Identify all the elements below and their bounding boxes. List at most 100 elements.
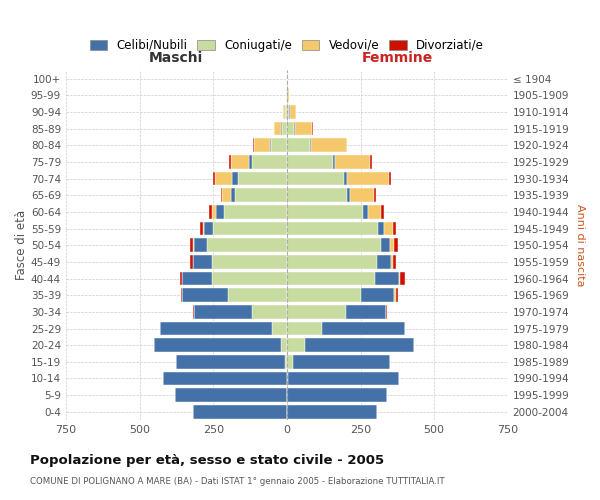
Bar <box>368 205 381 218</box>
Bar <box>287 122 294 136</box>
Bar <box>176 355 286 368</box>
Bar <box>221 188 222 202</box>
Text: Popolazione per età, sesso e stato civile - 2005: Popolazione per età, sesso e stato civil… <box>30 454 384 467</box>
Bar <box>212 255 287 268</box>
Bar <box>287 155 332 169</box>
Bar <box>384 222 393 235</box>
Bar <box>281 122 287 136</box>
Bar <box>231 188 235 202</box>
Bar <box>231 155 248 169</box>
Bar <box>310 138 311 152</box>
Bar <box>287 138 310 152</box>
Bar <box>212 205 216 218</box>
Bar <box>286 105 287 119</box>
Bar <box>182 272 212 285</box>
Bar <box>200 222 203 235</box>
Bar <box>287 288 361 302</box>
Bar <box>203 222 205 235</box>
Bar <box>287 205 364 218</box>
Bar <box>235 188 287 202</box>
Bar <box>228 288 287 302</box>
Bar <box>287 222 378 235</box>
Bar <box>251 305 287 318</box>
Bar <box>393 222 397 235</box>
Bar <box>281 338 287 352</box>
Bar <box>311 138 347 152</box>
Bar <box>193 238 194 252</box>
Bar <box>205 222 213 235</box>
Bar <box>377 255 391 268</box>
Bar <box>287 372 289 386</box>
Bar <box>391 255 393 268</box>
Bar <box>289 372 399 386</box>
Bar <box>238 172 287 186</box>
Bar <box>182 288 228 302</box>
Bar <box>248 155 251 169</box>
Bar <box>194 305 251 318</box>
Bar <box>193 405 287 418</box>
Bar <box>287 238 381 252</box>
Bar <box>180 272 182 285</box>
Bar <box>213 222 287 235</box>
Bar <box>287 105 289 119</box>
Bar <box>212 272 287 285</box>
Bar <box>229 155 231 169</box>
Bar <box>163 372 287 386</box>
Bar <box>347 172 389 186</box>
Bar <box>190 238 193 252</box>
Bar <box>394 288 396 302</box>
Bar <box>400 272 405 285</box>
Bar <box>154 338 281 352</box>
Bar <box>222 188 231 202</box>
Bar <box>344 172 347 186</box>
Bar <box>290 105 296 119</box>
Bar <box>332 155 335 169</box>
Text: Femmine: Femmine <box>362 52 433 66</box>
Bar <box>386 305 387 318</box>
Bar <box>375 272 399 285</box>
Bar <box>287 322 322 336</box>
Bar <box>393 255 397 268</box>
Bar <box>394 238 398 252</box>
Bar <box>287 255 377 268</box>
Bar <box>370 155 372 169</box>
Bar <box>181 288 182 302</box>
Y-axis label: Anni di nascita: Anni di nascita <box>575 204 585 286</box>
Bar <box>347 188 350 202</box>
Bar <box>346 305 386 318</box>
Bar <box>194 238 208 252</box>
Bar <box>160 322 272 336</box>
Bar <box>209 205 212 218</box>
Bar <box>287 388 387 402</box>
Y-axis label: Fasce di età: Fasce di età <box>15 210 28 280</box>
Bar <box>361 288 394 302</box>
Bar <box>286 355 287 368</box>
Bar <box>396 288 398 302</box>
Bar <box>389 172 391 186</box>
Bar <box>287 188 347 202</box>
Bar <box>335 155 370 169</box>
Bar <box>213 172 215 186</box>
Bar <box>287 338 305 352</box>
Bar <box>390 238 394 252</box>
Bar <box>216 205 224 218</box>
Bar <box>381 238 390 252</box>
Bar <box>322 322 405 336</box>
Bar <box>270 138 271 152</box>
Bar <box>208 238 287 252</box>
Bar <box>193 255 212 268</box>
Bar <box>215 172 232 186</box>
Text: COMUNE DI POLIGNANO A MARE (BA) - Dati ISTAT 1° gennaio 2005 - Elaborazione TUTT: COMUNE DI POLIGNANO A MARE (BA) - Dati I… <box>30 476 445 486</box>
Bar <box>283 105 285 119</box>
Bar <box>399 272 400 285</box>
Bar <box>175 388 287 402</box>
Bar <box>274 122 281 136</box>
Bar <box>374 188 376 202</box>
Bar <box>272 322 287 336</box>
Bar <box>295 122 313 136</box>
Bar <box>190 255 193 268</box>
Bar <box>293 355 390 368</box>
Bar <box>378 222 384 235</box>
Legend: Celibi/Nubili, Coniugati/e, Vedovi/e, Divorziati/e: Celibi/Nubili, Coniugati/e, Vedovi/e, Di… <box>85 34 489 56</box>
Bar <box>350 188 374 202</box>
